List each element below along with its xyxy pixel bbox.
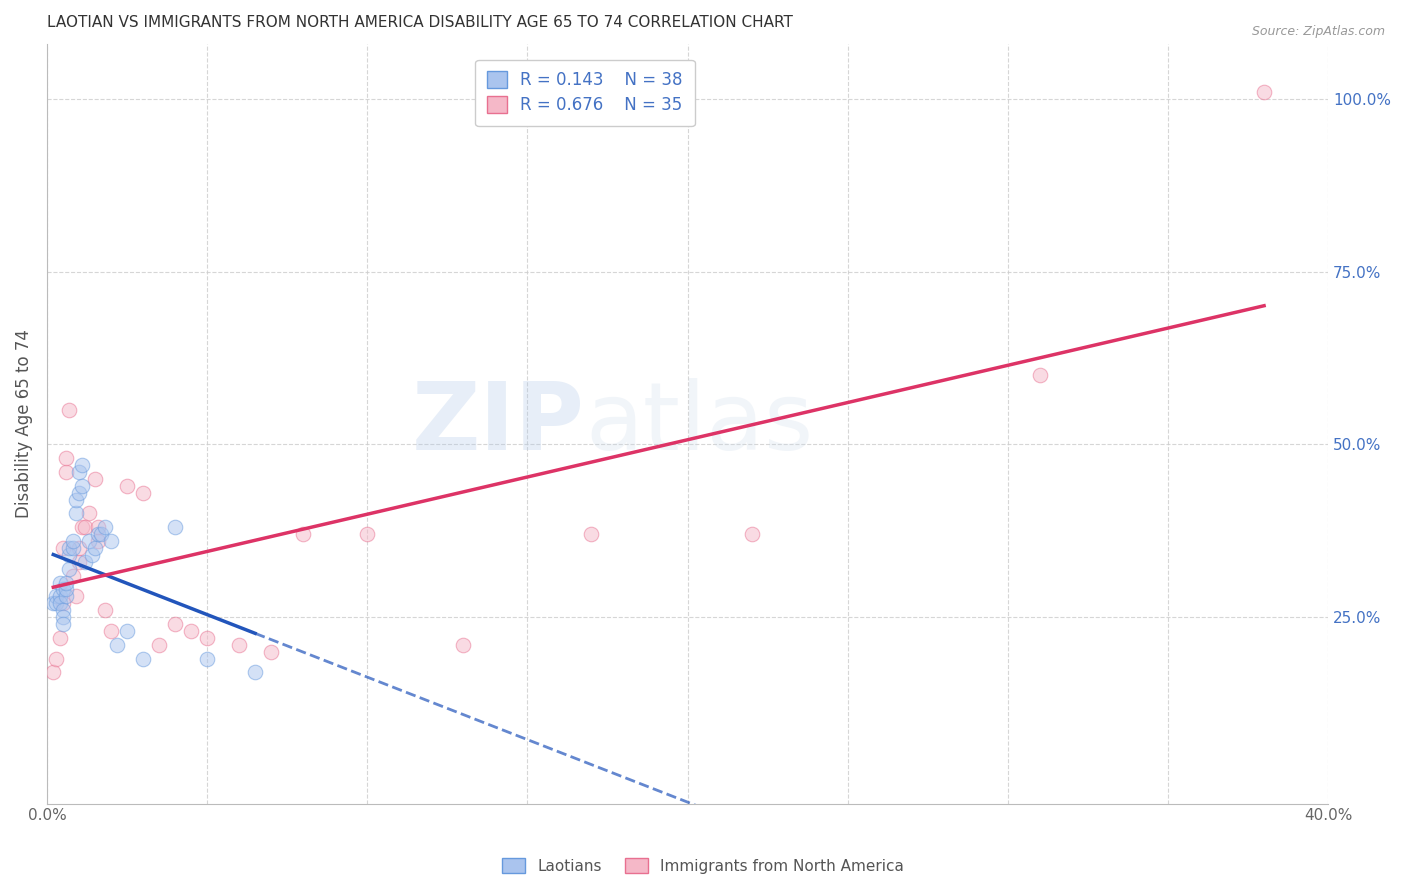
Point bbox=[48, 590, 70, 604]
Point bbox=[93, 603, 115, 617]
Y-axis label: Disability Age 65 to 74: Disability Age 65 to 74 bbox=[15, 329, 32, 518]
Point bbox=[58, 548, 80, 562]
Point bbox=[115, 624, 138, 638]
Point bbox=[90, 527, 112, 541]
Point bbox=[42, 596, 65, 610]
Point bbox=[1253, 85, 1275, 99]
Point bbox=[55, 575, 77, 590]
Point bbox=[148, 638, 170, 652]
Point bbox=[52, 541, 75, 555]
Point bbox=[163, 520, 186, 534]
Point bbox=[87, 527, 110, 541]
Point bbox=[105, 638, 128, 652]
Point bbox=[52, 596, 75, 610]
Point bbox=[42, 665, 65, 680]
Point bbox=[48, 575, 70, 590]
Point bbox=[132, 651, 155, 665]
Point bbox=[65, 507, 87, 521]
Point bbox=[45, 596, 67, 610]
Point bbox=[48, 631, 70, 645]
Point bbox=[75, 520, 97, 534]
Point bbox=[115, 479, 138, 493]
Text: LAOTIAN VS IMMIGRANTS FROM NORTH AMERICA DISABILITY AGE 65 TO 74 CORRELATION CHA: LAOTIAN VS IMMIGRANTS FROM NORTH AMERICA… bbox=[46, 15, 793, 30]
Text: Source: ZipAtlas.com: Source: ZipAtlas.com bbox=[1251, 25, 1385, 38]
Point bbox=[65, 590, 87, 604]
Point bbox=[75, 555, 97, 569]
Point bbox=[292, 527, 315, 541]
Point bbox=[195, 651, 218, 665]
Point bbox=[100, 534, 122, 549]
Point bbox=[45, 590, 67, 604]
Point bbox=[70, 458, 93, 472]
Point bbox=[84, 472, 107, 486]
Point bbox=[67, 555, 90, 569]
Point bbox=[52, 603, 75, 617]
Point bbox=[132, 485, 155, 500]
Point bbox=[55, 582, 77, 597]
Point bbox=[67, 465, 90, 479]
Point bbox=[163, 617, 186, 632]
Point bbox=[228, 638, 250, 652]
Point bbox=[453, 638, 475, 652]
Point bbox=[62, 534, 84, 549]
Point bbox=[55, 590, 77, 604]
Legend: Laotians, Immigrants from North America: Laotians, Immigrants from North America bbox=[496, 852, 910, 880]
Point bbox=[93, 520, 115, 534]
Point bbox=[52, 617, 75, 632]
Point bbox=[70, 520, 93, 534]
Point bbox=[80, 548, 103, 562]
Point bbox=[55, 465, 77, 479]
Point bbox=[70, 479, 93, 493]
Point bbox=[62, 541, 84, 555]
Point bbox=[243, 665, 266, 680]
Point bbox=[581, 527, 603, 541]
Point bbox=[58, 562, 80, 576]
Point bbox=[180, 624, 202, 638]
Point bbox=[45, 651, 67, 665]
Point bbox=[84, 541, 107, 555]
Point bbox=[67, 541, 90, 555]
Point bbox=[741, 527, 763, 541]
Legend: R = 0.143    N = 38, R = 0.676    N = 35: R = 0.143 N = 38, R = 0.676 N = 35 bbox=[475, 60, 695, 126]
Point bbox=[55, 451, 77, 466]
Point bbox=[65, 492, 87, 507]
Point bbox=[77, 507, 100, 521]
Point bbox=[52, 582, 75, 597]
Point bbox=[48, 596, 70, 610]
Point bbox=[58, 541, 80, 555]
Point bbox=[1029, 368, 1052, 383]
Point bbox=[356, 527, 378, 541]
Point bbox=[260, 645, 283, 659]
Point bbox=[52, 610, 75, 624]
Point bbox=[62, 568, 84, 582]
Point bbox=[67, 485, 90, 500]
Point bbox=[100, 624, 122, 638]
Point bbox=[77, 534, 100, 549]
Text: ZIP: ZIP bbox=[412, 377, 585, 470]
Point bbox=[58, 402, 80, 417]
Point bbox=[87, 534, 110, 549]
Point bbox=[87, 520, 110, 534]
Point bbox=[195, 631, 218, 645]
Text: atlas: atlas bbox=[585, 377, 813, 470]
